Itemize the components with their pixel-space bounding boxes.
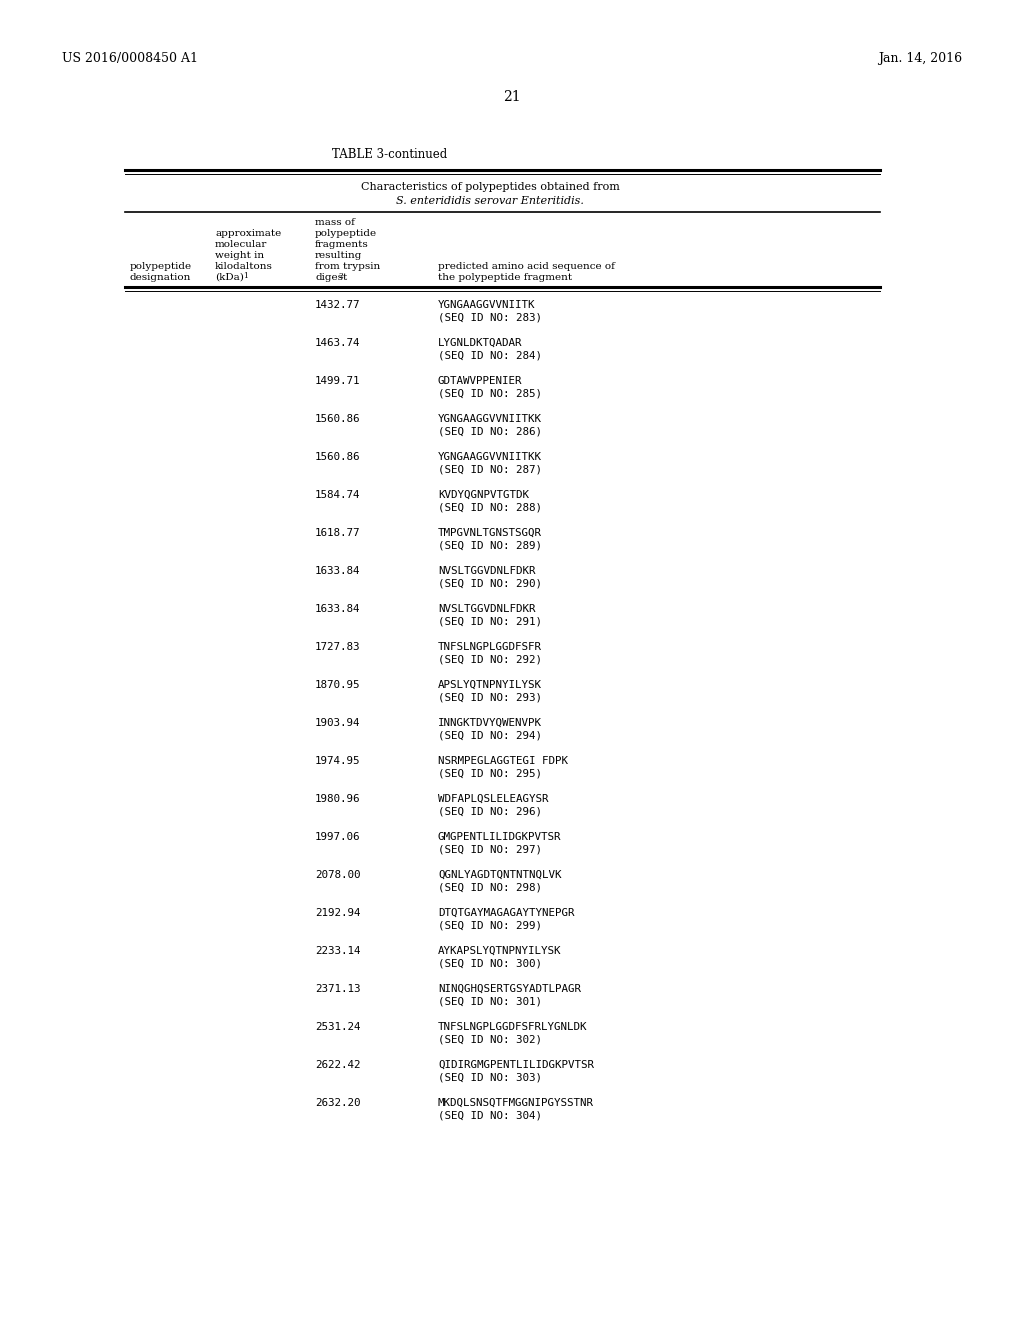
Text: 1727.83: 1727.83 <box>315 642 360 652</box>
Text: QGNLYAGDTQNTNTNQLVK: QGNLYAGDTQNTNTNQLVK <box>438 870 561 880</box>
Text: YGNGAAGGVVNIITKK: YGNGAAGGVVNIITKK <box>438 451 542 462</box>
Text: Jan. 14, 2016: Jan. 14, 2016 <box>878 51 962 65</box>
Text: (SEQ ID NO: 291): (SEQ ID NO: 291) <box>438 616 542 626</box>
Text: 1463.74: 1463.74 <box>315 338 360 348</box>
Text: 1903.94: 1903.94 <box>315 718 360 729</box>
Text: 1: 1 <box>243 272 248 280</box>
Text: 2622.42: 2622.42 <box>315 1060 360 1071</box>
Text: GDTAWVPPENIER: GDTAWVPPENIER <box>438 376 522 385</box>
Text: (SEQ ID NO: 304): (SEQ ID NO: 304) <box>438 1110 542 1119</box>
Text: (SEQ ID NO: 283): (SEQ ID NO: 283) <box>438 312 542 322</box>
Text: S. enterididis serovar Enteritidis.: S. enterididis serovar Enteritidis. <box>396 195 584 206</box>
Text: 1560.86: 1560.86 <box>315 414 360 424</box>
Text: 1870.95: 1870.95 <box>315 680 360 690</box>
Text: (SEQ ID NO: 293): (SEQ ID NO: 293) <box>438 692 542 702</box>
Text: (SEQ ID NO: 289): (SEQ ID NO: 289) <box>438 540 542 550</box>
Text: NINQGHQSERTGSYADTLPAGR: NINQGHQSERTGSYADTLPAGR <box>438 983 581 994</box>
Text: (SEQ ID NO: 303): (SEQ ID NO: 303) <box>438 1072 542 1082</box>
Text: NVSLTGGVDNLFDKR: NVSLTGGVDNLFDKR <box>438 605 536 614</box>
Text: (SEQ ID NO: 298): (SEQ ID NO: 298) <box>438 882 542 892</box>
Text: the polypeptide fragment: the polypeptide fragment <box>438 273 572 282</box>
Text: (SEQ ID NO: 301): (SEQ ID NO: 301) <box>438 997 542 1006</box>
Text: digest: digest <box>315 273 347 282</box>
Text: 2632.20: 2632.20 <box>315 1098 360 1107</box>
Text: kilodaltons: kilodaltons <box>215 261 272 271</box>
Text: TNFSLNGPLGGDFSFR: TNFSLNGPLGGDFSFR <box>438 642 542 652</box>
Text: weight in: weight in <box>215 251 264 260</box>
Text: resulting: resulting <box>315 251 362 260</box>
Text: GMGPENTLILIDGKPVTSR: GMGPENTLILIDGKPVTSR <box>438 832 561 842</box>
Text: 1633.84: 1633.84 <box>315 566 360 576</box>
Text: APSLYQTNPNYILYSK: APSLYQTNPNYILYSK <box>438 680 542 690</box>
Text: (SEQ ID NO: 290): (SEQ ID NO: 290) <box>438 578 542 587</box>
Text: 2: 2 <box>338 272 343 280</box>
Text: 2531.24: 2531.24 <box>315 1022 360 1032</box>
Text: (SEQ ID NO: 300): (SEQ ID NO: 300) <box>438 958 542 968</box>
Text: KVDYQGNPVTGTDK: KVDYQGNPVTGTDK <box>438 490 529 500</box>
Text: LYGNLDKTQADAR: LYGNLDKTQADAR <box>438 338 522 348</box>
Text: 1618.77: 1618.77 <box>315 528 360 539</box>
Text: (SEQ ID NO: 288): (SEQ ID NO: 288) <box>438 502 542 512</box>
Text: (SEQ ID NO: 294): (SEQ ID NO: 294) <box>438 730 542 741</box>
Text: 1560.86: 1560.86 <box>315 451 360 462</box>
Text: MKDQLSNSQTFMGGNIPGYSSTNR: MKDQLSNSQTFMGGNIPGYSSTNR <box>438 1098 594 1107</box>
Text: Characteristics of polypeptides obtained from: Characteristics of polypeptides obtained… <box>360 182 620 191</box>
Text: YGNGAAGGVVNIITKK: YGNGAAGGVVNIITKK <box>438 414 542 424</box>
Text: from trypsin: from trypsin <box>315 261 380 271</box>
Text: 1432.77: 1432.77 <box>315 300 360 310</box>
Text: fragments: fragments <box>315 240 369 249</box>
Text: molecular: molecular <box>215 240 267 249</box>
Text: 2233.14: 2233.14 <box>315 946 360 956</box>
Text: polypeptide: polypeptide <box>315 228 377 238</box>
Text: polypeptide: polypeptide <box>130 261 193 271</box>
Text: TNFSLNGPLGGDFSFRLYGNLDK: TNFSLNGPLGGDFSFRLYGNLDK <box>438 1022 588 1032</box>
Text: 1980.96: 1980.96 <box>315 795 360 804</box>
Text: (kDa): (kDa) <box>215 273 244 282</box>
Text: 1997.06: 1997.06 <box>315 832 360 842</box>
Text: designation: designation <box>130 273 191 282</box>
Text: 2371.13: 2371.13 <box>315 983 360 994</box>
Text: AYKAPSLYQTNPNYILYSK: AYKAPSLYQTNPNYILYSK <box>438 946 561 956</box>
Text: (SEQ ID NO: 292): (SEQ ID NO: 292) <box>438 653 542 664</box>
Text: 1499.71: 1499.71 <box>315 376 360 385</box>
Text: QIDIRGMGPENTLILIDGKPVTSR: QIDIRGMGPENTLILIDGKPVTSR <box>438 1060 594 1071</box>
Text: 1974.95: 1974.95 <box>315 756 360 766</box>
Text: (SEQ ID NO: 287): (SEQ ID NO: 287) <box>438 465 542 474</box>
Text: (SEQ ID NO: 295): (SEQ ID NO: 295) <box>438 768 542 777</box>
Text: (SEQ ID NO: 286): (SEQ ID NO: 286) <box>438 426 542 436</box>
Text: DTQTGAYMAGAGAYTYNEPGR: DTQTGAYMAGAGAYTYNEPGR <box>438 908 574 917</box>
Text: predicted amino acid sequence of: predicted amino acid sequence of <box>438 261 614 271</box>
Text: YGNGAAGGVVNIITK: YGNGAAGGVVNIITK <box>438 300 536 310</box>
Text: 2078.00: 2078.00 <box>315 870 360 880</box>
Text: NSRMPEGLAGGTEGI FDPK: NSRMPEGLAGGTEGI FDPK <box>438 756 568 766</box>
Text: NVSLTGGVDNLFDKR: NVSLTGGVDNLFDKR <box>438 566 536 576</box>
Text: (SEQ ID NO: 296): (SEQ ID NO: 296) <box>438 807 542 816</box>
Text: 2192.94: 2192.94 <box>315 908 360 917</box>
Text: 1633.84: 1633.84 <box>315 605 360 614</box>
Text: (SEQ ID NO: 284): (SEQ ID NO: 284) <box>438 350 542 360</box>
Text: (SEQ ID NO: 299): (SEQ ID NO: 299) <box>438 920 542 931</box>
Text: (SEQ ID NO: 285): (SEQ ID NO: 285) <box>438 388 542 399</box>
Text: TMPGVNLTGNSTSGQR: TMPGVNLTGNSTSGQR <box>438 528 542 539</box>
Text: mass of: mass of <box>315 218 355 227</box>
Text: (SEQ ID NO: 302): (SEQ ID NO: 302) <box>438 1034 542 1044</box>
Text: TABLE 3-continued: TABLE 3-continued <box>333 148 447 161</box>
Text: INNGKTDVYQWENVPK: INNGKTDVYQWENVPK <box>438 718 542 729</box>
Text: WDFAPLQSLELEAGYSR: WDFAPLQSLELEAGYSR <box>438 795 549 804</box>
Text: 21: 21 <box>503 90 521 104</box>
Text: approximate: approximate <box>215 228 282 238</box>
Text: (SEQ ID NO: 297): (SEQ ID NO: 297) <box>438 843 542 854</box>
Text: 1584.74: 1584.74 <box>315 490 360 500</box>
Text: US 2016/0008450 A1: US 2016/0008450 A1 <box>62 51 198 65</box>
